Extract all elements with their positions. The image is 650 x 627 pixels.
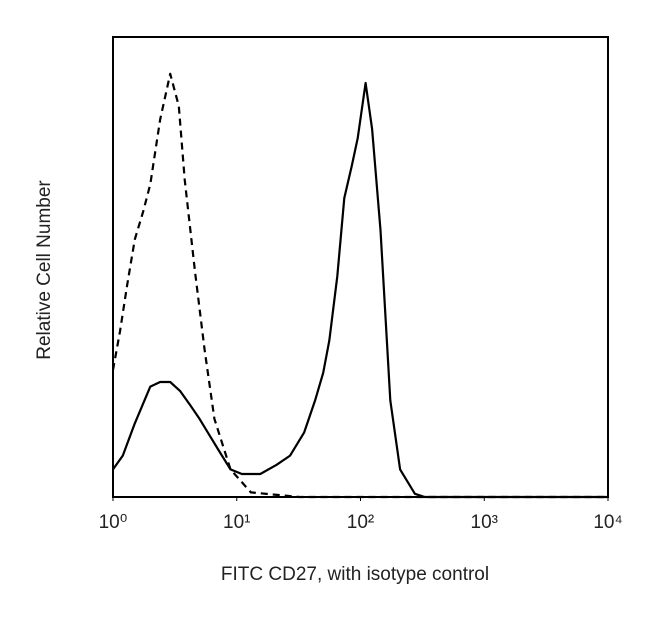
plot-frame xyxy=(112,36,609,498)
series-line xyxy=(112,81,608,499)
x-tick-label: 10² xyxy=(347,512,374,533)
y-axis-label: Relative Cell Number xyxy=(34,180,55,360)
x-tick-label: 10³ xyxy=(471,512,498,533)
x-tick-label: 10⁰ xyxy=(99,512,128,533)
x-axis-label: FITC CD27, with isotype control xyxy=(221,564,489,585)
series-line xyxy=(111,72,608,499)
x-tick-label: 10⁴ xyxy=(593,512,622,533)
x-tick-label: 10¹ xyxy=(223,512,250,533)
